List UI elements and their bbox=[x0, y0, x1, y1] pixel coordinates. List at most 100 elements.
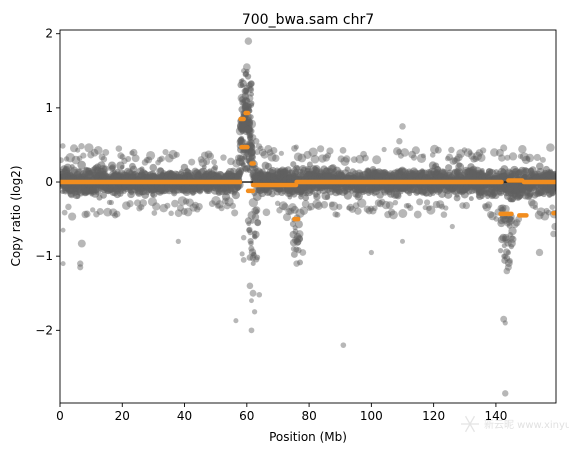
data-point bbox=[206, 152, 215, 160]
data-point bbox=[212, 164, 219, 171]
x-axis-label: Position (Mb) bbox=[269, 430, 347, 444]
outlier-point bbox=[249, 134, 257, 141]
data-point bbox=[432, 200, 441, 209]
data-point bbox=[249, 91, 254, 97]
data-point bbox=[294, 220, 303, 229]
data-point bbox=[332, 211, 339, 218]
data-point bbox=[517, 153, 524, 159]
data-point bbox=[470, 155, 478, 163]
data-point bbox=[214, 202, 221, 209]
outlier-point bbox=[299, 249, 307, 256]
data-point bbox=[299, 206, 309, 216]
data-point bbox=[297, 259, 303, 266]
data-point bbox=[369, 207, 377, 215]
outlier-point bbox=[500, 315, 508, 323]
x-tick-label: 120 bbox=[422, 409, 445, 423]
data-point bbox=[164, 153, 174, 163]
data-point bbox=[381, 146, 387, 153]
data-point bbox=[139, 199, 148, 207]
data-point bbox=[511, 220, 519, 229]
data-point bbox=[291, 145, 298, 152]
data-point bbox=[130, 148, 138, 157]
data-point bbox=[102, 165, 109, 173]
data-point bbox=[224, 197, 234, 207]
data-point bbox=[334, 211, 341, 218]
data-point bbox=[87, 151, 95, 159]
data-point bbox=[529, 200, 538, 209]
outlier-point bbox=[240, 234, 247, 241]
data-point bbox=[472, 155, 479, 163]
data-point bbox=[295, 247, 302, 254]
data-point bbox=[328, 201, 335, 208]
data-point bbox=[248, 240, 254, 247]
data-point bbox=[534, 210, 544, 220]
outlier-point bbox=[551, 222, 556, 231]
data-point bbox=[254, 148, 261, 156]
data-point bbox=[527, 198, 536, 207]
data-point bbox=[329, 201, 339, 211]
data-point bbox=[76, 155, 83, 162]
outlier-point bbox=[256, 291, 263, 298]
data-point bbox=[152, 202, 161, 211]
data-point bbox=[149, 163, 158, 172]
data-point bbox=[545, 209, 552, 216]
data-point bbox=[363, 205, 371, 213]
data-point bbox=[468, 152, 476, 160]
data-point bbox=[477, 153, 486, 162]
data-point bbox=[239, 137, 244, 142]
data-point bbox=[482, 203, 491, 212]
data-point bbox=[490, 148, 499, 157]
data-point bbox=[90, 207, 96, 213]
outlier-point bbox=[244, 37, 253, 45]
data-point bbox=[227, 157, 235, 166]
data-point bbox=[174, 209, 183, 218]
data-point bbox=[496, 148, 504, 157]
data-point bbox=[354, 207, 362, 215]
data-point bbox=[455, 162, 465, 172]
y-tick-label: 0 bbox=[45, 175, 53, 189]
data-point bbox=[247, 86, 255, 93]
data-point bbox=[295, 165, 300, 171]
data-point bbox=[422, 204, 428, 211]
data-point bbox=[314, 201, 323, 210]
x-tick-label: 140 bbox=[484, 409, 507, 423]
data-point bbox=[270, 146, 278, 154]
data-point bbox=[108, 199, 114, 206]
data-point bbox=[232, 159, 241, 168]
data-point bbox=[348, 205, 356, 213]
data-point bbox=[436, 200, 445, 209]
snowflake-logo-icon bbox=[461, 415, 479, 433]
data-point bbox=[462, 201, 470, 210]
data-point bbox=[112, 212, 119, 219]
data-point bbox=[185, 198, 194, 207]
data-point bbox=[126, 200, 134, 208]
data-point bbox=[244, 68, 250, 74]
data-point bbox=[467, 150, 473, 156]
data-point bbox=[162, 148, 169, 156]
data-point bbox=[360, 150, 367, 158]
data-point bbox=[352, 202, 360, 209]
outlier-point bbox=[77, 239, 86, 248]
data-point bbox=[297, 153, 307, 163]
y-tick-label: −2 bbox=[35, 323, 53, 337]
data-point bbox=[65, 203, 72, 211]
data-point bbox=[249, 143, 255, 149]
data-point bbox=[249, 219, 255, 224]
data-point bbox=[426, 205, 436, 215]
data-point bbox=[141, 159, 149, 166]
data-point bbox=[244, 97, 251, 104]
data-point bbox=[372, 155, 382, 165]
data-point bbox=[376, 200, 384, 208]
data-point bbox=[509, 235, 517, 243]
data-point bbox=[81, 210, 89, 219]
data-point bbox=[413, 210, 422, 219]
data-point bbox=[293, 152, 303, 162]
data-point bbox=[493, 216, 499, 222]
data-point bbox=[244, 73, 252, 80]
data-point bbox=[278, 150, 284, 156]
data-point bbox=[405, 202, 412, 209]
data-point bbox=[337, 155, 345, 163]
outlier-point bbox=[77, 264, 84, 271]
data-point bbox=[63, 156, 70, 162]
